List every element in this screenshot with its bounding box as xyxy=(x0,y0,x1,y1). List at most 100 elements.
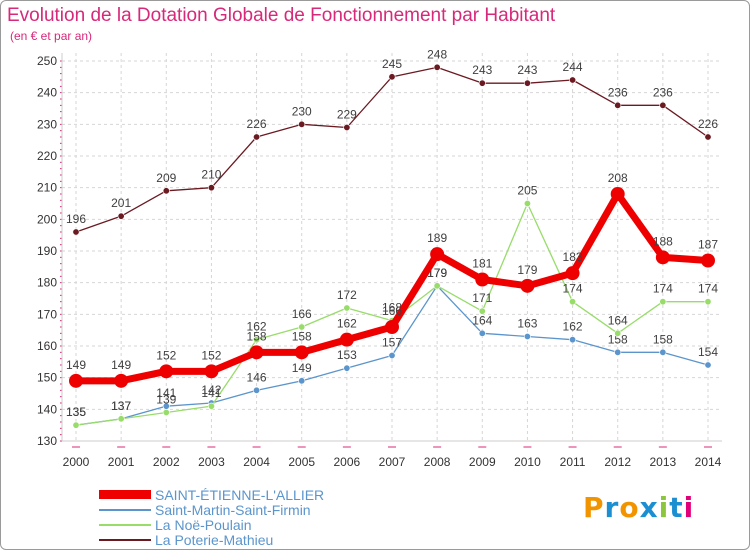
proxiti-logo: Proxiti xyxy=(583,491,694,524)
data-label: 209 xyxy=(156,171,176,185)
data-label: 166 xyxy=(292,307,312,321)
x-tick-label: 2008 xyxy=(424,455,451,469)
data-point xyxy=(204,364,219,379)
x-tick-label: 2009 xyxy=(469,455,496,469)
data-point xyxy=(343,124,351,132)
x-tick-label: 2007 xyxy=(379,455,406,469)
y-tick-label: 210 xyxy=(37,181,57,195)
data-point xyxy=(569,336,577,344)
x-tick-label: 2012 xyxy=(604,455,631,469)
data-point xyxy=(388,351,396,359)
legend-item-la-poterie-mathieu: La Poterie-Mathieu xyxy=(99,532,359,548)
data-point xyxy=(569,298,577,306)
data-label: 162 xyxy=(563,320,583,334)
data-point xyxy=(655,250,670,265)
legend-label: SAINT-ÉTIENNE-L'ALLIER xyxy=(155,487,325,503)
data-point xyxy=(117,415,125,423)
legend-label: La Noë-Poulain xyxy=(155,517,252,533)
logo-letter: P xyxy=(583,491,605,524)
data-label: 158 xyxy=(292,329,312,343)
data-point xyxy=(704,133,712,141)
y-tick-label: 250 xyxy=(37,54,57,68)
x-tick-label: 2001 xyxy=(108,455,135,469)
data-point xyxy=(343,364,351,372)
data-label: 183 xyxy=(563,250,583,264)
y-tick-label: 140 xyxy=(37,402,57,416)
x-tick-label: 2006 xyxy=(334,455,361,469)
data-label: 152 xyxy=(156,348,176,362)
data-point xyxy=(385,320,399,334)
data-point xyxy=(207,184,215,192)
data-point xyxy=(343,304,351,312)
data-label: 196 xyxy=(66,212,86,226)
data-point xyxy=(253,336,261,344)
data-point xyxy=(704,361,712,369)
data-label: 243 xyxy=(517,63,537,77)
data-label: 188 xyxy=(653,234,673,248)
y-tick-label: 150 xyxy=(37,371,57,385)
logo-letter: i xyxy=(658,491,670,524)
y-tick-label: 180 xyxy=(37,276,57,290)
data-point xyxy=(117,212,125,220)
data-point xyxy=(478,307,486,315)
data-point xyxy=(298,120,306,128)
data-point xyxy=(614,348,622,356)
data-label: 162 xyxy=(337,317,357,331)
data-point xyxy=(114,373,129,388)
data-label: 149 xyxy=(111,358,131,372)
data-point xyxy=(523,200,531,208)
data-label: 187 xyxy=(698,238,718,252)
x-tick-label: 2003 xyxy=(198,455,225,469)
legend-label: Saint-Martin-Saint-Firmin xyxy=(155,502,311,518)
data-point xyxy=(610,187,625,201)
x-tick-label: 2013 xyxy=(650,455,677,469)
data-point xyxy=(523,79,531,87)
data-label: 181 xyxy=(472,257,492,271)
data-label: 153 xyxy=(337,348,357,362)
data-point xyxy=(614,101,622,109)
data-point xyxy=(475,272,490,287)
data-point xyxy=(72,421,80,429)
data-point xyxy=(565,266,580,281)
data-label: 205 xyxy=(517,184,537,198)
y-tick-label: 160 xyxy=(37,339,57,353)
data-label: 174 xyxy=(653,282,673,296)
data-point xyxy=(159,364,174,379)
y-tick-label: 200 xyxy=(37,212,57,226)
data-label: 141 xyxy=(156,386,176,400)
data-label: 179 xyxy=(427,266,447,280)
legend-item-la-noe-poulain: La Noë-Poulain xyxy=(99,517,359,533)
data-point xyxy=(659,348,667,356)
data-label: 137 xyxy=(111,399,131,413)
data-label: 179 xyxy=(427,266,447,280)
data-label: 158 xyxy=(608,332,628,346)
y-tick-label: 240 xyxy=(37,86,57,100)
data-label: 229 xyxy=(337,108,357,122)
data-point xyxy=(569,76,577,84)
logo-letter: x xyxy=(639,491,659,524)
data-label: 141 xyxy=(201,386,221,400)
data-label: 179 xyxy=(517,263,537,277)
chart-title: Evolution de la Dotation Globale de Fonc… xyxy=(7,5,556,26)
data-label: 157 xyxy=(382,336,402,350)
x-tick-label: 2011 xyxy=(560,455,586,469)
data-label: 135 xyxy=(66,405,86,419)
data-point xyxy=(388,73,396,81)
y-tick-label: 220 xyxy=(37,149,57,163)
data-label: 208 xyxy=(608,171,628,185)
data-point xyxy=(162,408,170,416)
data-label: 226 xyxy=(247,117,267,131)
data-label: 189 xyxy=(427,231,447,245)
data-label: 174 xyxy=(698,282,718,296)
x-tick-label: 2004 xyxy=(243,455,270,469)
data-label: 248 xyxy=(427,47,447,61)
data-point xyxy=(72,228,80,236)
legend-swatch xyxy=(99,490,151,499)
data-point xyxy=(207,402,215,410)
data-label: 243 xyxy=(472,63,492,77)
data-point xyxy=(298,377,306,385)
data-label: 137 xyxy=(111,399,131,413)
chart-subtitle: (en € et par an) xyxy=(10,29,93,43)
data-label: 172 xyxy=(337,288,357,302)
